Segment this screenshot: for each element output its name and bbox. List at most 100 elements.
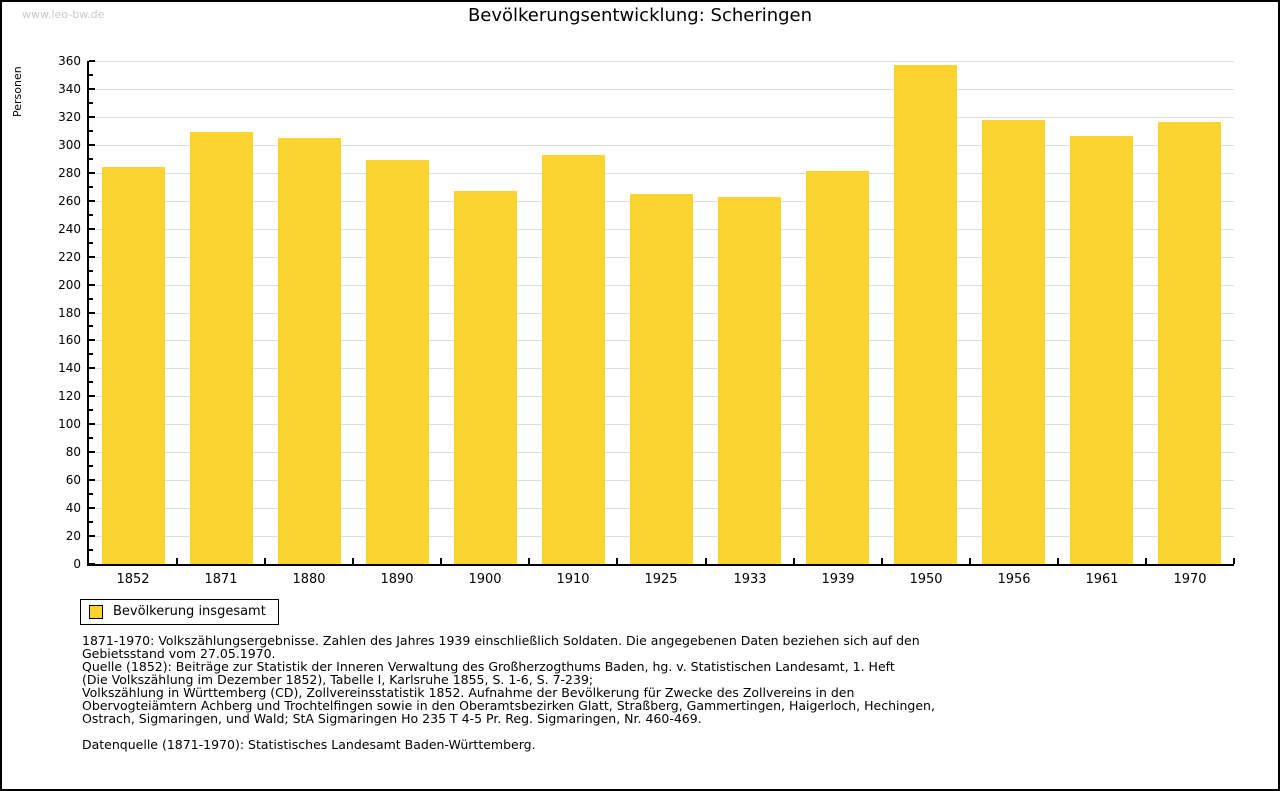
y-axis-minor-tick [89, 465, 93, 468]
bar [102, 167, 165, 564]
y-axis-minor-tick [89, 353, 93, 356]
note-line: Gebietsstand vom 27.05.1970. [82, 646, 276, 661]
y-tick-label: 200 [58, 277, 81, 292]
y-axis-tick [89, 395, 95, 398]
y-axis-tick [89, 339, 95, 342]
y-axis-minor-tick [89, 185, 93, 188]
y-axis-tick [89, 227, 95, 230]
x-axis-tick [705, 558, 707, 564]
y-tick-label: 160 [58, 333, 81, 348]
y-axis-minor-tick [89, 521, 93, 524]
chart-title: Bevölkerungsentwicklung: Scheringen [467, 5, 813, 26]
watermark: www.leo-bw.de [22, 8, 105, 21]
y-axis-minor-tick [89, 101, 93, 104]
x-tick-label: 1925 [644, 572, 678, 587]
note-line: 1871-1970: Volkszählungsergebnisse. Zahl… [82, 633, 920, 648]
x-axis-tick [793, 558, 795, 564]
y-axis-minor-tick [89, 213, 93, 216]
y-axis-tick [89, 199, 95, 202]
y-tick-label: 120 [58, 389, 81, 404]
y-axis-minor-tick [89, 73, 93, 76]
y-axis-tick [89, 115, 95, 118]
gridline [89, 116, 1234, 118]
y-axis-tick [89, 535, 95, 538]
x-axis-tick [969, 558, 971, 564]
y-axis-tick [89, 563, 95, 565]
x-tick-label: 1910 [556, 572, 590, 587]
y-axis-minor-tick [89, 241, 93, 244]
legend: Bevölkerung insgesamt [80, 599, 279, 625]
y-axis-minor-tick [89, 297, 93, 300]
y-axis-minor-tick [89, 157, 93, 160]
x-axis-tick [440, 558, 442, 564]
bar [630, 193, 693, 564]
gridline [89, 172, 1234, 174]
bar [982, 119, 1045, 564]
y-tick-label: 300 [58, 137, 81, 152]
x-axis-tick [1233, 558, 1235, 564]
y-tick-label: 320 [58, 109, 81, 124]
bar [1070, 136, 1133, 564]
y-axis-tick [89, 143, 95, 146]
y-axis-title: Personen [11, 66, 24, 117]
y-axis-tick [89, 507, 95, 510]
x-tick-label: 1880 [292, 572, 326, 587]
x-tick-label: 1890 [380, 572, 414, 587]
y-tick-label: 220 [58, 249, 81, 264]
x-tick-label: 1950 [909, 572, 943, 587]
bar [894, 65, 957, 564]
y-axis-tick [89, 60, 95, 62]
x-axis-tick [264, 558, 266, 564]
bar [806, 171, 869, 564]
note-line: Ostrach, Sigmaringen, und Wald; StA Sigm… [82, 711, 702, 726]
footer-notes: 1871-1970: Volkszählungsergebnisse. Zahl… [82, 634, 935, 751]
y-tick-label: 260 [58, 193, 81, 208]
y-axis-tick [89, 171, 95, 174]
gridline [89, 88, 1234, 90]
y-tick-label: 60 [65, 473, 81, 488]
x-axis-tick [616, 558, 618, 564]
y-axis-tick [89, 367, 95, 370]
bar [366, 160, 429, 564]
legend-label: Bevölkerung insgesamt [113, 604, 266, 619]
x-tick-label: 1900 [468, 572, 502, 587]
bar [542, 154, 605, 564]
y-tick-label: 100 [58, 417, 81, 432]
y-axis-tick [89, 311, 95, 314]
bar [1158, 122, 1221, 564]
gridline [89, 144, 1234, 146]
note-line: Volkszählung in Württemberg (CD), Zollve… [82, 685, 855, 700]
plot-area: 0 20 40 60 80 100 120 140 160 180 200 220 240 260 280 3… [58, 54, 1235, 587]
note-line: Obervogteiämtern Achberg und Trochtelfin… [82, 698, 935, 713]
x-tick-label: 1852 [116, 572, 150, 587]
y-axis-minor-tick [89, 437, 93, 440]
y-axis-minor-tick [89, 325, 93, 328]
bar [718, 196, 781, 564]
y-tick-label: 340 [58, 81, 81, 96]
x-tick-label: 1956 [997, 572, 1031, 587]
y-axis-minor-tick [89, 493, 93, 496]
x-tick-label: 1933 [733, 572, 767, 587]
bar [278, 137, 341, 564]
y-axis-tick [89, 255, 95, 258]
legend-swatch-icon [89, 604, 103, 619]
bar [454, 190, 517, 564]
x-axis-tick [176, 558, 178, 564]
y-tick-label: 40 [65, 501, 81, 516]
y-axis-tick [89, 283, 95, 286]
x-tick-label: 1970 [1173, 572, 1207, 587]
x-axis-tick [1145, 558, 1147, 564]
x-axis-tick [528, 558, 530, 564]
y-tick-label: 180 [58, 305, 81, 320]
y-axis-minor-tick [89, 409, 93, 412]
y-tick-label: 20 [65, 529, 81, 544]
y-axis-tick [89, 479, 95, 482]
y-axis-tick [89, 423, 95, 426]
y-tick-label: 0 [73, 557, 81, 571]
x-tick-label: 1961 [1085, 572, 1119, 587]
y-axis-minor-tick [89, 549, 93, 552]
note-line: (Die Volkszählung im Dezember 1852), Tab… [82, 672, 594, 687]
gridline [89, 61, 1234, 62]
y-axis-minor-tick [89, 269, 93, 272]
